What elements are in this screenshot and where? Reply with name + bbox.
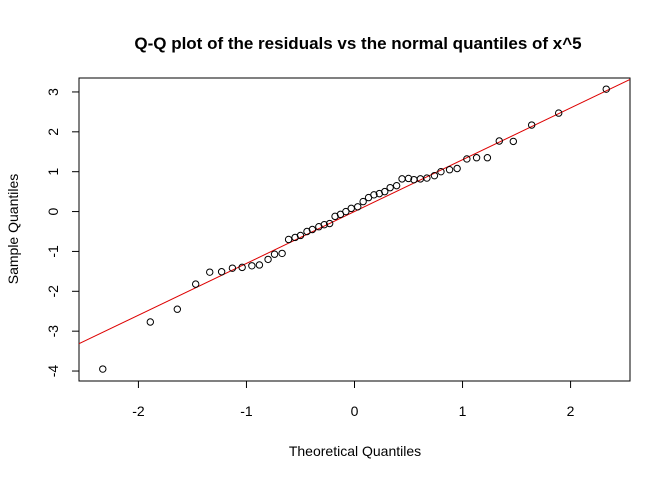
data-point	[463, 155, 471, 163]
x-tick-label: 1	[459, 403, 467, 419]
data-point	[445, 165, 454, 174]
y-tick-label: -3	[45, 325, 61, 338]
data-point	[238, 263, 246, 272]
data-point	[173, 305, 182, 313]
data-point	[206, 268, 214, 276]
data-point	[248, 262, 256, 270]
data-point	[191, 280, 200, 288]
y-tick-label: 1	[45, 168, 61, 176]
data-point	[554, 109, 563, 117]
data-point	[398, 175, 406, 183]
data-point	[495, 137, 503, 145]
data-point	[278, 249, 286, 258]
data-point	[453, 164, 461, 173]
data-point	[386, 183, 394, 192]
x-tick-label: 2	[567, 403, 575, 419]
data-point	[354, 203, 362, 211]
y-tick-label: 2	[45, 128, 61, 136]
data-point	[381, 187, 389, 196]
data-point	[370, 191, 378, 199]
data-point	[472, 154, 481, 162]
y-axis-label: Sample Quantiles	[5, 174, 21, 285]
data-point	[320, 221, 328, 229]
data-points	[99, 85, 610, 373]
reference-line	[79, 78, 630, 345]
x-tick-label: -2	[132, 403, 145, 419]
data-point	[270, 250, 279, 258]
plot-frame	[78, 77, 631, 382]
data-point	[430, 171, 439, 180]
data-point	[347, 204, 355, 213]
data-point	[509, 137, 518, 146]
data-point	[296, 231, 305, 240]
data-point	[228, 264, 237, 272]
data-point	[602, 85, 610, 93]
data-point	[99, 365, 107, 373]
data-point	[527, 121, 536, 129]
y-axis: -4 -3 -2 -1 0 1 2 3	[45, 88, 80, 378]
y-tick-label: -4	[45, 365, 61, 378]
x-axis-label: Theoretical Quantiles	[289, 443, 421, 459]
data-point	[308, 225, 317, 234]
data-point	[325, 219, 334, 228]
chart-title: Q-Q plot of the residuals vs the normal …	[134, 34, 581, 53]
x-tick-label: 0	[351, 403, 359, 419]
data-point	[255, 261, 264, 269]
y-tick-label: 0	[45, 207, 61, 215]
data-point	[342, 207, 350, 216]
y-tick-label: -2	[45, 285, 61, 298]
data-point	[423, 174, 431, 182]
x-tick-label: -1	[240, 403, 253, 419]
data-point	[483, 154, 492, 162]
data-point	[392, 181, 401, 190]
y-tick-label: -1	[45, 245, 61, 258]
data-point	[217, 268, 226, 276]
data-point	[437, 167, 445, 176]
data-point	[264, 255, 272, 264]
data-point	[359, 197, 367, 206]
y-tick-label: 3	[45, 88, 61, 96]
data-point	[404, 174, 413, 183]
data-point	[284, 235, 293, 244]
plot-area	[79, 78, 630, 373]
x-axis: -2 -1 0 1 2	[132, 380, 575, 419]
data-point	[146, 318, 155, 326]
